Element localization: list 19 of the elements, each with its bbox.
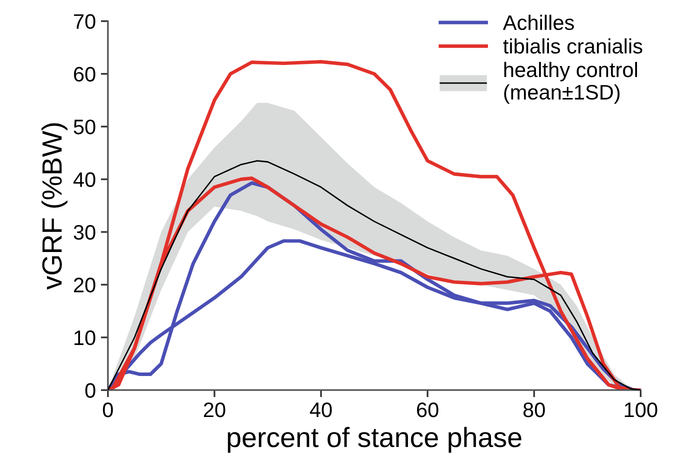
x-tick-label: 100 bbox=[624, 402, 658, 418]
y-axis-title: vGRF (%BW) bbox=[41, 123, 68, 290]
y-tick-label: 10 bbox=[74, 330, 96, 346]
y-tick-label: 60 bbox=[74, 66, 96, 82]
legend-label: Achilles bbox=[502, 14, 574, 30]
y-tick-label: 30 bbox=[74, 224, 96, 240]
legend-label: healthy control (mean±1SD) bbox=[504, 62, 637, 104]
x-tick-label: 40 bbox=[310, 402, 332, 418]
legend-label: tibialis cranialis bbox=[503, 38, 642, 54]
x-tick-label: 0 bbox=[102, 402, 113, 418]
y-tick-label: 70 bbox=[74, 14, 96, 29]
x-tick-label: 60 bbox=[417, 402, 438, 418]
x-tick-label: 20 bbox=[204, 402, 226, 418]
x-tick-label: 80 bbox=[523, 402, 545, 418]
x-axis-title: percent of stance phase bbox=[228, 426, 522, 453]
y-tick-label: 40 bbox=[73, 172, 96, 188]
y-tick-label: 20 bbox=[74, 278, 96, 292]
y-tick-label: 50 bbox=[74, 120, 96, 134]
y-tick-label: 0 bbox=[85, 383, 96, 398]
